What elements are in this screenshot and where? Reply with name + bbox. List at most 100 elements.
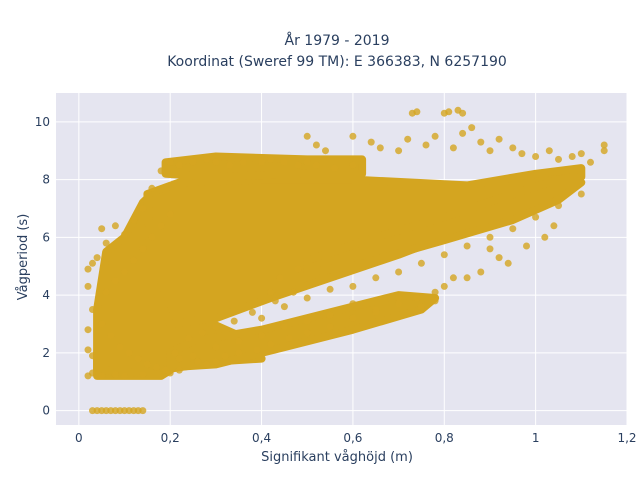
y-tick-label: 10: [35, 115, 50, 129]
y-axis-label: Vågperiod (s): [16, 214, 31, 301]
data-point: [532, 153, 540, 160]
data-point: [121, 268, 128, 276]
data-point: [111, 371, 119, 378]
data-point: [322, 147, 329, 155]
data-point: [431, 288, 439, 296]
data-point: [226, 161, 234, 169]
data-point: [111, 222, 119, 230]
data-point: [89, 306, 96, 313]
data-point: [212, 323, 220, 331]
data-point: [271, 297, 279, 305]
data-point: [372, 274, 380, 282]
data-point: [376, 144, 384, 152]
x-tick-label: 0,6: [343, 431, 362, 445]
data-point: [153, 363, 160, 371]
x-axis-label: Signifikant våghöjd (m): [261, 450, 413, 465]
y-tick-label: 8: [42, 173, 50, 187]
data-point: [98, 372, 106, 380]
data-point: [203, 155, 211, 163]
data-point: [102, 288, 110, 296]
data-point: [212, 158, 220, 166]
x-tick-label: 1,2: [617, 431, 636, 445]
axis-ticks: 0 0,2 0,4 0,6 0,8 1 1,2 0 2 4 6 8 10: [35, 115, 637, 445]
data-point: [468, 124, 476, 132]
data-point: [102, 239, 110, 247]
data-point: [89, 352, 96, 360]
data-point: [349, 314, 357, 322]
data-point: [523, 242, 530, 250]
data-point: [139, 407, 147, 415]
data-point: [349, 132, 357, 140]
data-point: [175, 366, 183, 374]
data-point: [221, 352, 229, 360]
data-point: [267, 288, 275, 296]
data-point: [518, 150, 526, 158]
data-point: [449, 274, 457, 282]
data-point: [504, 259, 512, 267]
data-point: [166, 210, 174, 218]
data-point: [303, 158, 311, 166]
data-point: [203, 360, 211, 368]
data-point: [349, 300, 357, 308]
data-point: [294, 265, 302, 273]
data-point: [175, 161, 183, 169]
data-point: [212, 358, 220, 365]
data-point: [440, 251, 448, 259]
data-point: [189, 352, 197, 360]
data-point: [587, 158, 594, 166]
data-point: [550, 222, 558, 230]
data-point: [212, 343, 220, 351]
data-point: [134, 355, 142, 363]
data-point: [121, 231, 128, 238]
data-point: [185, 334, 192, 342]
data-point: [194, 358, 202, 365]
data-point: [276, 274, 284, 282]
data-point: [162, 366, 170, 374]
data-point: [495, 254, 503, 262]
data-point: [303, 317, 311, 325]
data-point: [395, 268, 403, 276]
data-point: [93, 254, 101, 262]
data-point: [89, 259, 96, 267]
y-tick-label: 4: [42, 288, 50, 302]
data-point: [326, 285, 334, 293]
data-point: [509, 225, 517, 233]
data-point: [98, 225, 106, 233]
data-point: [89, 369, 96, 377]
data-point: [600, 147, 608, 155]
data-point: [331, 164, 339, 172]
data-point: [84, 265, 92, 273]
data-point: [577, 150, 585, 158]
data-point: [541, 233, 549, 241]
chart-title-line1: År 1979 - 2019: [285, 32, 390, 49]
data-point: [235, 349, 243, 357]
x-tick-label: 0: [75, 431, 83, 445]
chart-title-line2: Koordinat (Sweref 99 TM): E 366383, N 62…: [167, 54, 507, 70]
data-point: [431, 132, 439, 140]
data-point: [486, 245, 494, 253]
data-point: [111, 277, 119, 285]
data-point: [198, 329, 206, 337]
data-point: [189, 158, 197, 166]
data-point: [235, 337, 243, 345]
data-point: [312, 141, 320, 149]
data-point: [404, 135, 412, 143]
y-tick-label: 0: [42, 404, 50, 418]
data-points: [84, 106, 608, 415]
data-point: [486, 233, 494, 241]
x-tick-label: 0,2: [161, 431, 180, 445]
data-point: [175, 355, 183, 363]
data-point: [143, 360, 151, 368]
data-density-regions: [93, 152, 586, 380]
data-point: [285, 334, 293, 342]
data-point: [303, 294, 311, 302]
data-point: [248, 308, 256, 316]
data-point: [395, 294, 403, 302]
data-point: [258, 332, 266, 339]
data-point: [555, 155, 562, 163]
data-point: [431, 297, 439, 305]
data-point: [84, 346, 92, 354]
data-point: [532, 213, 540, 221]
